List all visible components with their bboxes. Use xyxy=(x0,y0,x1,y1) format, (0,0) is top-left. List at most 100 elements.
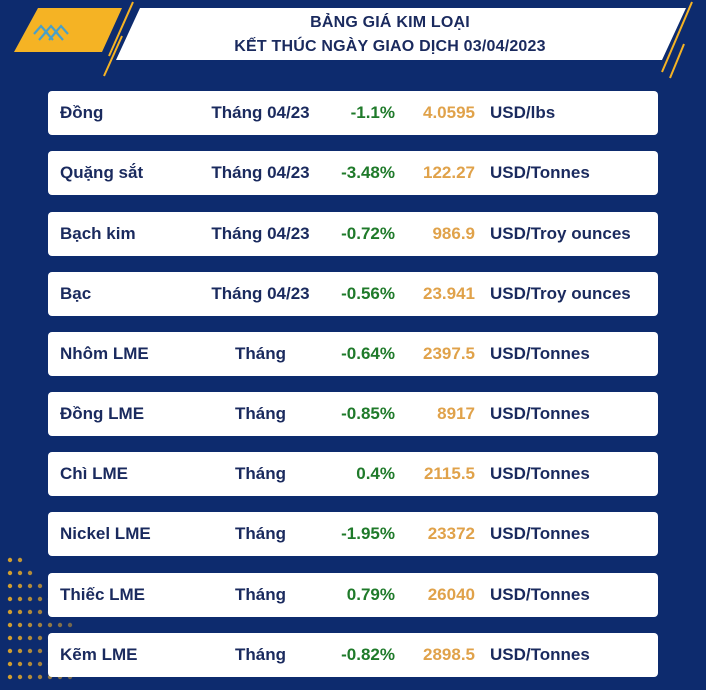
decor-dot xyxy=(67,622,73,628)
price-value: 2397.5 xyxy=(423,344,475,363)
change-percent: -3.48% xyxy=(341,163,395,182)
table-row: Bạch kim Tháng 04/23 -0.72% 986.9 USD/Tr… xyxy=(48,212,658,256)
metal-name: Nickel LME xyxy=(60,524,151,543)
decor-dot xyxy=(27,674,33,680)
metal-name: Quặng sắt xyxy=(60,163,144,182)
table-row: Kẽm LME Tháng -0.82% 2898.5 USD/Tonnes xyxy=(48,633,658,677)
decor-dot xyxy=(17,648,23,654)
decor-dot xyxy=(17,635,23,641)
table-row: Đồng Tháng 04/23 -1.1% 4.0595 USD/lbs xyxy=(48,91,658,135)
decor-dot xyxy=(37,622,43,628)
decor-dot xyxy=(37,674,43,680)
price-unit: USD/Tonnes xyxy=(490,163,590,182)
price-unit: USD/Tonnes xyxy=(490,645,590,664)
page-title: BẢNG GIÁ KIM LOẠI xyxy=(310,14,470,31)
decor-dot xyxy=(57,622,63,628)
price-value: 4.0595 xyxy=(423,103,475,122)
contract-term: Tháng xyxy=(235,645,286,664)
price-unit: USD/Tonnes xyxy=(490,344,590,363)
decor-dot xyxy=(27,570,33,576)
logo-badge xyxy=(14,8,122,52)
contract-term: Tháng xyxy=(235,524,286,543)
decor-dot xyxy=(7,674,13,680)
price-value: 986.9 xyxy=(432,224,475,243)
price-value: 2115.5 xyxy=(423,464,475,483)
decor-dot xyxy=(47,622,53,628)
decor-dot xyxy=(7,635,13,641)
change-percent: -0.64% xyxy=(341,344,395,363)
metal-name: Chì LME xyxy=(60,464,128,483)
price-value: 8917 xyxy=(437,404,475,423)
decor-dot xyxy=(27,583,33,589)
decor-dot xyxy=(7,661,13,667)
price-value: 23372 xyxy=(427,524,475,543)
decor-dot xyxy=(17,622,23,628)
decor-dot xyxy=(7,596,13,602)
contract-term: Tháng 04/23 xyxy=(211,103,310,122)
table-row: Thiếc LME Tháng 0.79% 26040 USD/Tonnes xyxy=(48,573,658,617)
metal-name: Nhôm LME xyxy=(60,344,149,363)
price-unit: USD/Tonnes xyxy=(490,464,590,483)
decor-dot xyxy=(37,661,43,667)
decor-dot xyxy=(17,609,23,615)
decor-dot xyxy=(37,635,43,641)
decor-dot xyxy=(37,583,43,589)
contract-term: Tháng xyxy=(235,344,286,363)
change-percent: -0.85% xyxy=(341,404,395,423)
contract-term: Tháng 04/23 xyxy=(211,284,310,303)
accent-strokes xyxy=(103,1,693,79)
price-value: 26040 xyxy=(427,585,475,604)
metal-name: Kẽm LME xyxy=(60,645,138,664)
decor-dot xyxy=(37,596,43,602)
contract-term: Tháng 04/23 xyxy=(211,163,310,182)
decor-dot xyxy=(7,557,13,563)
metal-name: Bạch kim xyxy=(60,224,136,243)
decor-dot xyxy=(27,635,33,641)
decor-dot xyxy=(17,661,23,667)
change-percent: -0.56% xyxy=(341,284,395,303)
table-row: Quặng sắt Tháng 04/23 -3.48% 122.27 USD/… xyxy=(48,151,658,195)
price-unit: USD/lbs xyxy=(490,103,556,122)
table-row: Bạc Tháng 04/23 -0.56% 23.941 USD/Troy o… xyxy=(48,272,658,316)
table-row: Chì LME Tháng 0.4% 2115.5 USD/Tonnes xyxy=(48,452,658,496)
table-row: Nickel LME Tháng -1.95% 23372 USD/Tonnes xyxy=(48,512,658,556)
contract-term: Tháng 04/23 xyxy=(211,224,310,243)
decor-dot xyxy=(7,622,13,628)
decor-dot xyxy=(37,648,43,654)
price-value: 122.27 xyxy=(423,163,475,182)
price-unit: USD/Tonnes xyxy=(490,585,590,604)
header-banner xyxy=(116,8,686,60)
price-value: 2898.5 xyxy=(423,645,475,664)
price-unit: USD/Troy ounces xyxy=(490,284,631,303)
decor-dot xyxy=(7,648,13,654)
decor-dot xyxy=(17,674,23,680)
contract-term: Tháng xyxy=(235,585,286,604)
decor-dot xyxy=(17,570,23,576)
decor-dot xyxy=(7,609,13,615)
metal-name: Bạc xyxy=(60,284,92,303)
metal-name: Đồng xyxy=(60,103,104,122)
price-unit: USD/Troy ounces xyxy=(490,224,631,243)
decor-dot xyxy=(27,609,33,615)
decor-dot xyxy=(27,596,33,602)
price-value: 23.941 xyxy=(423,284,475,303)
change-percent: -0.82% xyxy=(341,645,395,664)
change-percent: -1.95% xyxy=(341,524,395,543)
decor-dot xyxy=(27,648,33,654)
decor-dot xyxy=(27,661,33,667)
decor-dot xyxy=(17,583,23,589)
price-unit: USD/Tonnes xyxy=(490,524,590,543)
decor-dot xyxy=(7,583,13,589)
metal-name: Đồng LME xyxy=(60,404,145,423)
logo-icon xyxy=(33,24,69,41)
decor-dot xyxy=(7,570,13,576)
change-percent: 0.4% xyxy=(356,464,395,483)
change-percent: -1.1% xyxy=(350,103,395,122)
metal-name: Thiếc LME xyxy=(60,585,146,604)
change-percent: 0.79% xyxy=(346,585,395,604)
decor-dot xyxy=(17,596,23,602)
contract-term: Tháng xyxy=(235,464,286,483)
price-unit: USD/Tonnes xyxy=(490,404,590,423)
page-subtitle: KẾT THÚC NGÀY GIAO DỊCH 03/04/2023 xyxy=(234,38,546,55)
